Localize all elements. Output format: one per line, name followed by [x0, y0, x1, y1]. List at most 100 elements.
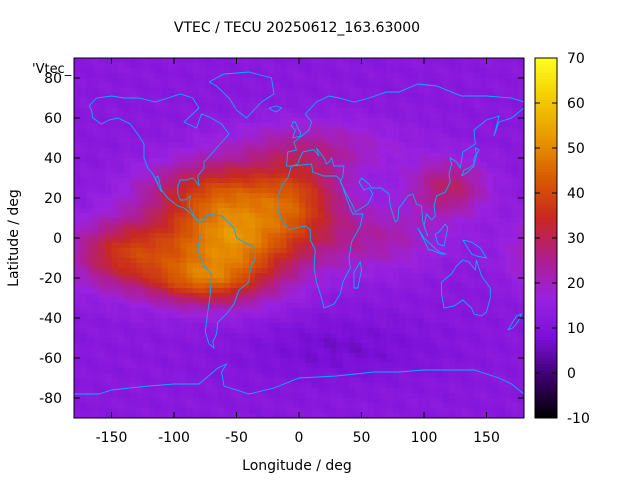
heatmap-cell — [392, 343, 400, 349]
heatmap-cell — [105, 343, 112, 349]
heatmap-cell — [199, 83, 206, 89]
heatmap-cell — [186, 368, 194, 374]
heatmap-cell — [336, 328, 344, 334]
heatmap-cell — [155, 188, 162, 194]
heatmap-cell — [430, 198, 437, 204]
heatmap-cell — [142, 293, 150, 299]
heatmap-cell — [267, 163, 275, 169]
heatmap-cell — [511, 303, 519, 309]
heatmap-cell — [217, 288, 225, 294]
heatmap-cell — [230, 58, 237, 64]
heatmap-cell — [486, 258, 494, 264]
heatmap-cell — [174, 353, 181, 359]
heatmap-cell — [455, 183, 462, 189]
heatmap-cell — [217, 393, 225, 399]
heatmap-cell — [92, 83, 100, 89]
heatmap-cell — [130, 138, 137, 144]
heatmap-cell — [511, 203, 519, 209]
heatmap-cell — [336, 68, 344, 74]
heatmap-cell — [467, 143, 475, 149]
heatmap-cell — [499, 298, 506, 304]
heatmap-cell — [99, 303, 106, 309]
heatmap-cell — [511, 163, 519, 169]
heatmap-cell — [461, 128, 469, 134]
heatmap-cell — [267, 218, 275, 224]
heatmap-cell — [480, 263, 487, 269]
heatmap-cell — [492, 183, 500, 189]
heatmap-cell — [299, 398, 306, 404]
heatmap-cell — [380, 358, 387, 364]
heatmap-cell — [192, 173, 200, 179]
heatmap-cell — [474, 348, 481, 354]
heatmap-cell — [192, 398, 200, 404]
heatmap-cell — [349, 258, 356, 264]
heatmap-cell — [311, 153, 319, 159]
heatmap-cell — [136, 228, 144, 234]
heatmap-cell — [274, 263, 281, 269]
heatmap-cell — [367, 218, 375, 224]
heatmap-cell — [74, 403, 81, 409]
heatmap-cell — [305, 153, 312, 159]
heatmap-cell — [336, 73, 344, 79]
heatmap-cell — [167, 283, 175, 289]
heatmap-cell — [461, 203, 469, 209]
heatmap-cell — [186, 113, 194, 119]
heatmap-cell — [99, 348, 106, 354]
heatmap-cell — [117, 368, 125, 374]
heatmap-cell — [174, 238, 181, 244]
heatmap-cell — [261, 133, 269, 139]
heatmap-cell — [124, 193, 131, 199]
heatmap-cell — [92, 78, 100, 84]
heatmap-cell — [86, 293, 94, 299]
heatmap-cell — [361, 348, 369, 354]
heatmap-cell — [311, 123, 319, 129]
heatmap-cell — [511, 228, 519, 234]
heatmap-cell — [155, 203, 162, 209]
heatmap-cell — [180, 298, 187, 304]
heatmap-cell — [449, 223, 456, 229]
heatmap-cell — [130, 73, 137, 79]
heatmap-cell — [236, 123, 244, 129]
heatmap-cell — [399, 308, 406, 314]
heatmap-cell — [236, 188, 244, 194]
heatmap-cell — [436, 68, 444, 74]
heatmap-cell — [280, 163, 287, 169]
heatmap-cell — [199, 253, 206, 259]
heatmap-cell — [217, 228, 225, 234]
heatmap-cell — [286, 298, 294, 304]
heatmap-cell — [249, 378, 256, 384]
heatmap-cell — [111, 388, 119, 394]
heatmap-cell — [430, 188, 437, 194]
heatmap-cell — [286, 198, 294, 204]
heatmap-cell — [474, 103, 481, 109]
heatmap-cell — [442, 378, 450, 384]
heatmap-cell — [367, 138, 375, 144]
heatmap-cell — [317, 273, 325, 279]
heatmap-cell — [174, 383, 181, 389]
heatmap-cell — [511, 388, 519, 394]
heatmap-cell — [211, 128, 219, 134]
heatmap-cell — [424, 148, 431, 154]
heatmap-cell — [86, 113, 94, 119]
heatmap-cell — [155, 213, 162, 219]
heatmap-cell — [349, 143, 356, 149]
heatmap-cell — [467, 328, 475, 334]
heatmap-cell — [292, 278, 300, 284]
heatmap-cell — [467, 343, 475, 349]
heatmap-cell — [186, 258, 194, 264]
heatmap-cell — [161, 123, 169, 129]
heatmap-cell — [374, 323, 381, 329]
heatmap-cell — [292, 158, 300, 164]
heatmap-cell — [486, 198, 494, 204]
heatmap-cell — [380, 238, 387, 244]
heatmap-cell — [211, 203, 219, 209]
heatmap-cell — [386, 353, 394, 359]
heatmap-cell — [417, 283, 425, 289]
heatmap-cell — [449, 173, 456, 179]
heatmap-cell — [324, 213, 331, 219]
heatmap-cell — [286, 373, 294, 379]
heatmap-cell — [355, 133, 362, 139]
heatmap-cell — [230, 298, 237, 304]
heatmap-cell — [405, 313, 412, 319]
heatmap-cell — [311, 348, 319, 354]
